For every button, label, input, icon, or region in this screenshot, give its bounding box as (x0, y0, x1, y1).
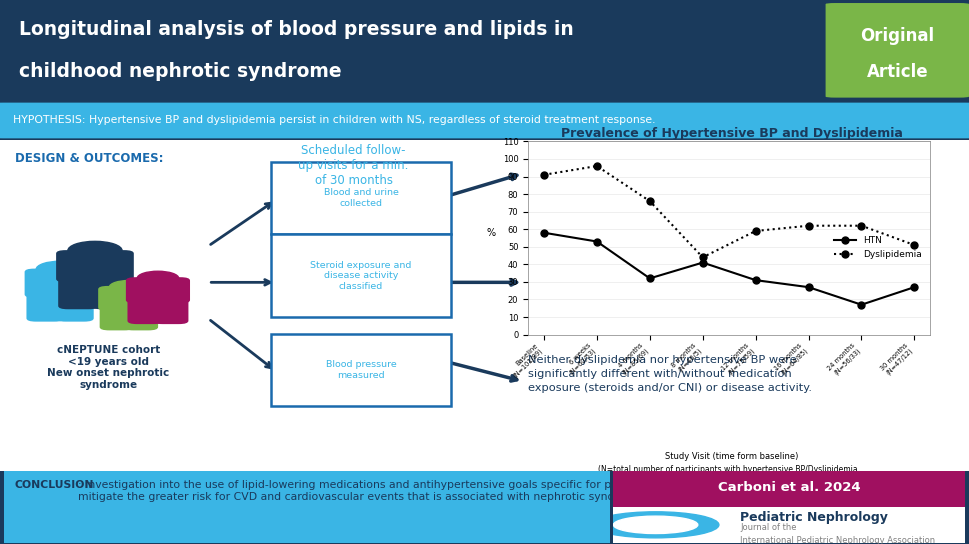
Dyslipidemia (802, 222, 814, 229)
FancyBboxPatch shape (91, 273, 132, 309)
Text: Scheduled follow-
up visits for a min.
of 30 months: Scheduled follow- up visits for a min. o… (298, 144, 409, 187)
HTN (644, 275, 656, 282)
FancyBboxPatch shape (124, 302, 158, 330)
Text: Neither dyslipidemia nor hypertensive BP were
significantly different with/witho: Neither dyslipidemia nor hypertensive BP… (528, 355, 812, 393)
FancyBboxPatch shape (100, 302, 134, 330)
Text: Longitudinal analysis of blood pressure and lipids in: Longitudinal analysis of blood pressure … (19, 20, 574, 39)
Text: Original: Original (860, 27, 934, 45)
FancyBboxPatch shape (826, 3, 969, 97)
FancyBboxPatch shape (126, 277, 190, 304)
Circle shape (68, 242, 122, 260)
Dyslipidemia (856, 222, 867, 229)
HTN (750, 277, 762, 283)
Circle shape (36, 261, 84, 277)
Text: childhood nephrotic syndrome: childhood nephrotic syndrome (19, 63, 342, 82)
FancyBboxPatch shape (26, 289, 64, 322)
FancyBboxPatch shape (271, 333, 451, 406)
Text: cNEPTUNE cohort
<19 years old
New onset nephrotic
syndrome: cNEPTUNE cohort <19 years old New onset … (47, 345, 170, 390)
Text: Blood and urine
collected: Blood and urine collected (324, 188, 398, 208)
Circle shape (109, 281, 148, 294)
HTN (591, 238, 603, 245)
Text: Article: Article (866, 64, 928, 82)
Circle shape (613, 516, 698, 534)
Dyslipidemia (697, 254, 708, 261)
HTN (697, 259, 708, 266)
FancyBboxPatch shape (271, 162, 451, 234)
Text: Pediatric Nephrology: Pediatric Nephrology (740, 511, 888, 524)
HTN (909, 284, 921, 290)
Y-axis label: %: % (487, 228, 496, 238)
Text: International Pediatric Nephrology Association: International Pediatric Nephrology Assoc… (740, 536, 935, 544)
FancyBboxPatch shape (153, 295, 188, 324)
Text: DESIGN & OUTCOMES:: DESIGN & OUTCOMES: (15, 152, 163, 165)
FancyBboxPatch shape (0, 137, 969, 474)
Text: (N=total number of participants with hypertensive BP/Dyslipidemia...: (N=total number of participants with hyp… (598, 465, 865, 474)
FancyBboxPatch shape (24, 269, 96, 298)
Dyslipidemia (909, 242, 921, 248)
Text: HYPOTHESIS: Hypertensive BP and dyslipidemia persist in children with NS, regard: HYPOTHESIS: Hypertensive BP and dyslipid… (13, 115, 655, 125)
Line: Dyslipidemia: Dyslipidemia (541, 163, 918, 261)
Circle shape (138, 271, 178, 286)
FancyBboxPatch shape (58, 273, 99, 309)
FancyBboxPatch shape (128, 295, 163, 324)
FancyBboxPatch shape (613, 471, 965, 507)
Text: Study Visit (time form baseline): Study Visit (time form baseline) (665, 452, 798, 461)
FancyBboxPatch shape (0, 103, 969, 138)
Legend: HTN, Dyslipidemia: HTN, Dyslipidemia (830, 233, 925, 263)
FancyBboxPatch shape (613, 507, 965, 543)
Text: Steroid exposure and
disease activity
classified: Steroid exposure and disease activity cl… (310, 261, 412, 290)
Text: Prevalence of Hypertensive BP and Dyslipidemia: Prevalence of Hypertensive BP and Dyslip… (561, 127, 902, 140)
Dyslipidemia (538, 171, 549, 178)
Dyslipidemia (750, 228, 762, 234)
Text: Journal of the: Journal of the (740, 523, 797, 533)
FancyBboxPatch shape (0, 470, 615, 543)
HTN (802, 284, 814, 290)
Dyslipidemia (644, 198, 656, 205)
Circle shape (592, 512, 719, 538)
Text: Blood pressure
measured: Blood pressure measured (326, 360, 396, 380)
Text: : Investigation into the use of lipid-lowering medications and antihypertensive : : Investigation into the use of lipid-lo… (78, 480, 966, 502)
FancyBboxPatch shape (271, 234, 451, 317)
HTN (538, 230, 549, 236)
FancyBboxPatch shape (56, 289, 94, 322)
FancyBboxPatch shape (98, 286, 160, 311)
Dyslipidemia (591, 163, 603, 169)
Line: HTN: HTN (541, 229, 918, 308)
Text: Carboni et al. 2024: Carboni et al. 2024 (718, 481, 860, 494)
FancyBboxPatch shape (56, 250, 134, 282)
HTN (856, 301, 867, 308)
Text: CONCLUSION: CONCLUSION (15, 480, 94, 490)
